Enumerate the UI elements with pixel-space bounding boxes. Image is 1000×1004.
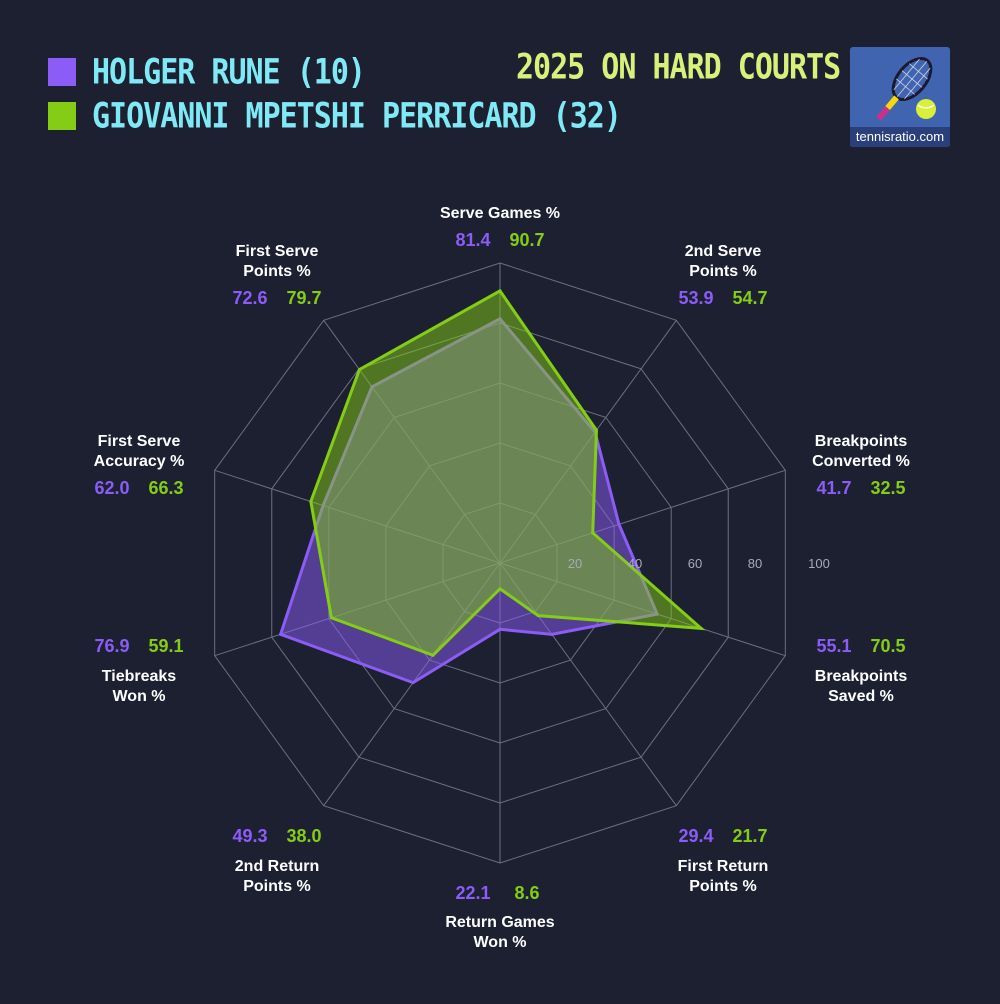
legend-item-series1: HOLGER RUNE (10) bbox=[48, 50, 621, 94]
series-2-point-6 bbox=[498, 587, 502, 591]
value-label-series1-5: 29.4 bbox=[678, 826, 713, 846]
value-label-series2-10: 79.7 bbox=[286, 288, 321, 308]
radial-tick-60: 60 bbox=[688, 556, 702, 571]
series-2-point-7 bbox=[431, 653, 435, 657]
value-label-series2-1: 90.7 bbox=[509, 230, 544, 250]
legend-item-series2: GIOVANNI MPETSHI PERRICARD (32) bbox=[48, 94, 622, 138]
category-label-1: Serve Games % bbox=[440, 205, 560, 222]
radial-tick-80: 80 bbox=[748, 556, 762, 571]
value-label-series1-2: 53.9 bbox=[678, 288, 713, 308]
category-label-8: Tiebreaks Won % bbox=[102, 668, 177, 705]
category-label-4: Breakpoints Saved % bbox=[815, 668, 908, 705]
value-label-series1-6: 22.1 bbox=[455, 883, 490, 903]
value-label-series2-8: 59.1 bbox=[148, 636, 183, 656]
series-2-point-8 bbox=[329, 616, 333, 620]
value-label-series2-4: 70.5 bbox=[870, 636, 905, 656]
category-label-3: Breakpoints Converted % bbox=[812, 433, 910, 470]
value-label-series1-8: 76.9 bbox=[94, 636, 129, 656]
value-label-series1-10: 72.6 bbox=[232, 288, 267, 308]
value-label-series2-6: 8.6 bbox=[514, 883, 539, 903]
category-label-6: Return Games Won % bbox=[445, 914, 554, 951]
category-label-10: First Serve Points % bbox=[236, 243, 319, 280]
series-2-point-3 bbox=[591, 531, 595, 535]
legend-swatch-series2 bbox=[48, 102, 76, 130]
value-label-series1-3: 41.7 bbox=[816, 478, 851, 498]
series-2-point-9 bbox=[309, 500, 313, 504]
series-2-point-5 bbox=[536, 614, 540, 618]
value-label-series1-9: 62.0 bbox=[94, 478, 129, 498]
radial-tick-40: 40 bbox=[628, 556, 642, 571]
tennisratio-logo: tennisratio.com bbox=[850, 47, 950, 147]
series-1-point-8 bbox=[279, 632, 283, 636]
legend-label-series2: GIOVANNI MPETSHI PERRICARD (32) bbox=[92, 95, 622, 137]
radial-tick-labels: 20 40 60 80 100 bbox=[568, 556, 830, 571]
value-label-series1-7: 49.3 bbox=[232, 826, 267, 846]
series-2-point-1 bbox=[498, 289, 502, 293]
category-label-2: 2nd Serve Points % bbox=[685, 243, 762, 280]
value-label-series1-4: 55.1 bbox=[816, 636, 851, 656]
chart-title: 2025 ON HARD COURTS bbox=[516, 47, 841, 88]
category-labels: Serve Games % 81.4 90.7 2nd Serve Points % 53… bbox=[94, 205, 910, 951]
tennis-racket-icon bbox=[850, 47, 950, 147]
series-2-point-4 bbox=[699, 626, 703, 630]
legend-label-series1: HOLGER RUNE (10) bbox=[92, 51, 366, 93]
series-1-point-7 bbox=[411, 681, 415, 685]
category-label-7: 2nd Return Points % bbox=[235, 858, 319, 895]
legend-swatch-series1 bbox=[48, 58, 76, 86]
value-label-series2-9: 66.3 bbox=[148, 478, 183, 498]
series-1-point-6 bbox=[498, 627, 502, 631]
series-2-point-2 bbox=[594, 428, 598, 432]
value-label-series2-3: 32.5 bbox=[870, 478, 905, 498]
series-2-point-10 bbox=[357, 368, 361, 372]
value-label-series2-7: 38.0 bbox=[286, 826, 321, 846]
series-1-point-3 bbox=[617, 522, 621, 526]
logo-text: tennisratio.com bbox=[850, 127, 950, 147]
radar-series bbox=[278, 288, 706, 685]
category-label-9: First Serve Accuracy % bbox=[94, 433, 185, 470]
series-1-point-5 bbox=[550, 632, 554, 636]
value-label-series2-5: 21.7 bbox=[732, 826, 767, 846]
category-label-5: First Return Points % bbox=[678, 858, 769, 895]
value-label-series2-2: 54.7 bbox=[732, 288, 767, 308]
legend: HOLGER RUNE (10) GIOVANNI MPETSHI PERRIC… bbox=[48, 50, 622, 138]
value-label-series1-1: 81.4 bbox=[455, 230, 490, 250]
radial-tick-100: 100 bbox=[808, 556, 830, 571]
radial-tick-20: 20 bbox=[568, 556, 582, 571]
